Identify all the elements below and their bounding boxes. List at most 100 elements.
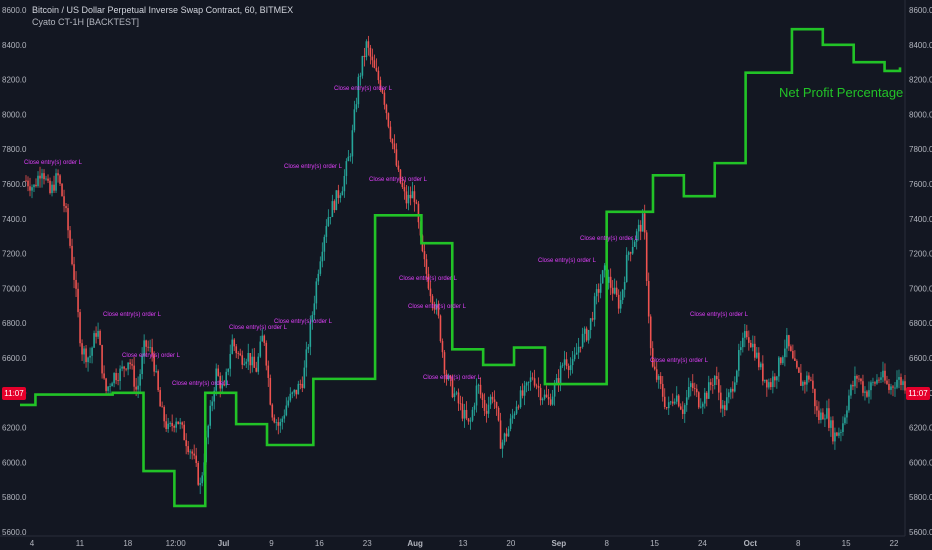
candle-body (307, 346, 310, 350)
candle-body (770, 382, 772, 388)
y-tick-label: 7400.0 (2, 215, 27, 224)
candle-body (882, 370, 884, 378)
candle-body (353, 109, 356, 131)
candle-body (788, 335, 790, 347)
candle-body (199, 483, 201, 485)
y-tick-label: 6800.0 (909, 319, 932, 328)
candle-body (401, 182, 404, 188)
trade-annotation: Close entry(s) order L (650, 358, 709, 364)
candle-body (723, 405, 726, 410)
candle-body (45, 178, 47, 180)
candle-body (459, 403, 462, 405)
candle-body (227, 368, 230, 372)
candle-body (597, 289, 600, 293)
candle-body (693, 388, 696, 389)
candle-body (902, 381, 904, 385)
candle-body (109, 386, 111, 388)
y-tick-label: 8600.0 (909, 6, 932, 15)
candle-body (95, 333, 97, 337)
candle-body (715, 376, 718, 380)
y-tick-label: 6000.0 (909, 458, 932, 467)
candle-body (681, 409, 684, 414)
candle-body (49, 180, 51, 194)
candle-body (559, 365, 562, 384)
y-tick-label: 6200.0 (2, 424, 27, 433)
trade-annotation: Close entry(s) order L (172, 381, 231, 387)
candle-body (125, 368, 127, 370)
candle-body (315, 281, 318, 304)
candle-body (371, 56, 374, 61)
candle-body (123, 366, 125, 369)
candle-body (824, 418, 826, 420)
candle-body (161, 406, 163, 408)
candle-body (157, 371, 159, 391)
candle-body (103, 373, 105, 379)
x-tick-label: Oct (744, 539, 758, 548)
candle-body (313, 303, 316, 315)
candle-body (762, 363, 764, 382)
y-tick-label: 7600.0 (909, 180, 932, 189)
candle-body (758, 352, 760, 368)
candle-body (545, 394, 548, 397)
candle-body (611, 287, 614, 294)
candle-body (798, 367, 800, 373)
candle-body (147, 346, 149, 348)
candle-body (603, 265, 606, 271)
candle-body (33, 184, 35, 188)
candle-body (141, 355, 143, 375)
candle-body (830, 420, 832, 428)
candle-body (301, 383, 304, 388)
x-tick-label: 8 (604, 539, 609, 548)
y-tick-label: 8400.0 (2, 41, 27, 50)
candle-body (57, 173, 59, 176)
candle-body (327, 217, 330, 227)
candle-body (643, 213, 646, 233)
candle-body (149, 347, 151, 349)
x-tick-label: 15 (650, 539, 659, 548)
candle-body (413, 191, 416, 203)
candle-body (583, 328, 586, 334)
candle-body (756, 352, 758, 358)
candle-body (854, 375, 856, 387)
candle-body (569, 365, 572, 371)
candle-body (341, 191, 344, 196)
candle-body (105, 378, 107, 391)
candle-body (51, 184, 53, 194)
candle-body (587, 330, 590, 341)
candle-body (547, 396, 550, 400)
candle-body (185, 440, 187, 447)
candle-body (197, 462, 199, 485)
trade-annotation: Close entry(s) order L (580, 236, 639, 242)
candle-body (709, 382, 712, 385)
x-tick-label: Sep (551, 539, 566, 548)
candle-body (609, 276, 612, 288)
candle-body (83, 348, 85, 355)
candle-body (840, 431, 842, 433)
candle-body (497, 407, 500, 421)
candle-body (221, 384, 224, 389)
candle-body (237, 353, 240, 354)
candle-body (742, 337, 744, 348)
candle-body (808, 375, 810, 380)
candle-body (347, 156, 350, 162)
trade-annotation: Close entry(s) order L (538, 258, 597, 264)
right-price-badge: 11:07 (906, 387, 930, 400)
candle-body (657, 375, 660, 380)
candle-body (467, 418, 470, 422)
candle-body (417, 203, 420, 223)
candle-body (804, 381, 806, 385)
trade-annotation: Close entry(s) order L (408, 304, 467, 310)
candle-body (477, 384, 480, 386)
candle-body (143, 340, 145, 356)
candle-body (675, 395, 678, 402)
candle-body (531, 377, 534, 379)
x-tick-label: 18 (123, 539, 132, 548)
candle-body (81, 343, 83, 355)
y-tick-label: 7200.0 (2, 250, 27, 259)
candle-body (563, 359, 566, 365)
candle-body (625, 254, 628, 283)
candle-body (537, 386, 540, 388)
candle-body (713, 376, 716, 385)
